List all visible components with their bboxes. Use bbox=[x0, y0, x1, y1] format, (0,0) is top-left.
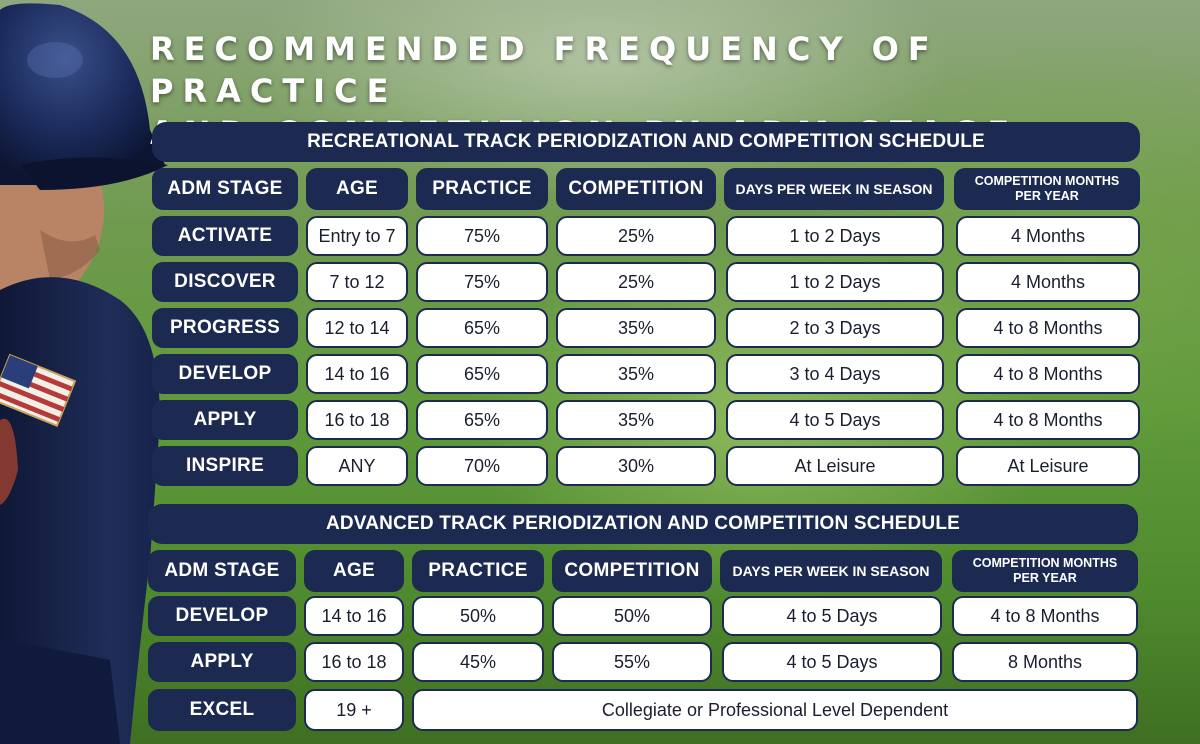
rec-row-1-months: 4 Months bbox=[956, 216, 1140, 256]
adv-row-1-practice: 50% bbox=[412, 596, 544, 636]
rec-col-header-months: COMPETITION MONTHS PER YEAR bbox=[954, 168, 1140, 210]
adv-col-header-stage: ADM STAGE bbox=[148, 550, 296, 592]
rec-row-6-practice: 70% bbox=[416, 446, 548, 486]
rec-row-5-age: 16 to 18 bbox=[306, 400, 408, 440]
rec-row-3-days: 2 to 3 Days bbox=[726, 308, 944, 348]
advanced-section-header: ADVANCED TRACK PERIODIZATION AND COMPETI… bbox=[148, 504, 1138, 544]
rec-row-6-days: At Leisure bbox=[726, 446, 944, 486]
rec-row-2-stage: DISCOVER bbox=[152, 262, 298, 302]
adv-row-1-months: 4 to 8 Months bbox=[952, 596, 1138, 636]
american-flag-patch-icon bbox=[0, 353, 77, 428]
adv-row-2-months: 8 Months bbox=[952, 642, 1138, 682]
rec-row-6-age: ANY bbox=[306, 446, 408, 486]
rec-row-6-competition: 30% bbox=[556, 446, 716, 486]
rec-row-2-age: 7 to 12 bbox=[306, 262, 408, 302]
adv-row-3-age: 19 + bbox=[304, 689, 404, 731]
adv-row-2-practice: 45% bbox=[412, 642, 544, 682]
rec-row-4-days: 3 to 4 Days bbox=[726, 354, 944, 394]
adv-row-2-stage: APPLY bbox=[148, 642, 296, 682]
adv-row-1-competition: 50% bbox=[552, 596, 712, 636]
rec-row-3-practice: 65% bbox=[416, 308, 548, 348]
adv-col-header-practice: PRACTICE bbox=[412, 550, 544, 592]
adv-row-3-merged: Collegiate or Professional Level Depende… bbox=[412, 689, 1138, 731]
rec-col-header-practice: PRACTICE bbox=[416, 168, 548, 210]
rec-row-1-competition: 25% bbox=[556, 216, 716, 256]
rec-row-6-months: At Leisure bbox=[956, 446, 1140, 486]
adv-row-1-age: 14 to 16 bbox=[304, 596, 404, 636]
rec-col-header-stage: ADM STAGE bbox=[152, 168, 298, 210]
adv-col-header-age: AGE bbox=[304, 550, 404, 592]
rec-row-3-months: 4 to 8 Months bbox=[956, 308, 1140, 348]
rec-col-header-age: AGE bbox=[306, 168, 408, 210]
rec-row-5-practice: 65% bbox=[416, 400, 548, 440]
rec-row-3-competition: 35% bbox=[556, 308, 716, 348]
recreational-section-header: RECREATIONAL TRACK PERIODIZATION AND COM… bbox=[152, 122, 1140, 162]
rec-col-header-competition: COMPETITION bbox=[556, 168, 716, 210]
rec-row-4-stage: DEVELOP bbox=[152, 354, 298, 394]
rec-row-2-competition: 25% bbox=[556, 262, 716, 302]
rec-row-1-days: 1 to 2 Days bbox=[726, 216, 944, 256]
rec-row-3-stage: PROGRESS bbox=[152, 308, 298, 348]
adv-row-1-days: 4 to 5 Days bbox=[722, 596, 942, 636]
adv-row-2-days: 4 to 5 Days bbox=[722, 642, 942, 682]
adv-col-header-days: DAYS PER WEEK IN SEASON bbox=[720, 550, 942, 592]
rec-row-4-months: 4 to 8 Months bbox=[956, 354, 1140, 394]
rec-row-1-stage: ACTIVATE bbox=[152, 216, 298, 256]
rec-row-2-days: 1 to 2 Days bbox=[726, 262, 944, 302]
rec-row-5-days: 4 to 5 Days bbox=[726, 400, 944, 440]
rec-row-2-months: 4 Months bbox=[956, 262, 1140, 302]
adv-row-2-age: 16 to 18 bbox=[304, 642, 404, 682]
rec-row-5-months: 4 to 8 Months bbox=[956, 400, 1140, 440]
adv-row-1-stage: DEVELOP bbox=[148, 596, 296, 636]
rec-row-5-stage: APPLY bbox=[152, 400, 298, 440]
rec-row-2-practice: 75% bbox=[416, 262, 548, 302]
rec-row-4-practice: 65% bbox=[416, 354, 548, 394]
adv-col-header-months: COMPETITION MONTHS PER YEAR bbox=[952, 550, 1138, 592]
adv-row-2-competition: 55% bbox=[552, 642, 712, 682]
adv-row-3-stage: EXCEL bbox=[148, 689, 296, 731]
baseball-player-photo bbox=[0, 3, 168, 744]
adv-col-header-competition: COMPETITION bbox=[552, 550, 712, 592]
rec-row-3-age: 12 to 14 bbox=[306, 308, 408, 348]
rec-row-4-age: 14 to 16 bbox=[306, 354, 408, 394]
rec-row-4-competition: 35% bbox=[556, 354, 716, 394]
rec-row-5-competition: 35% bbox=[556, 400, 716, 440]
rec-row-6-stage: INSPIRE bbox=[152, 446, 298, 486]
rec-row-1-age: Entry to 7 bbox=[306, 216, 408, 256]
page-title-line-1: RECOMMENDED FREQUENCY OF PRACTICE bbox=[150, 30, 939, 110]
rec-row-1-practice: 75% bbox=[416, 216, 548, 256]
rec-col-header-days: DAYS PER WEEK IN SEASON bbox=[724, 168, 944, 210]
